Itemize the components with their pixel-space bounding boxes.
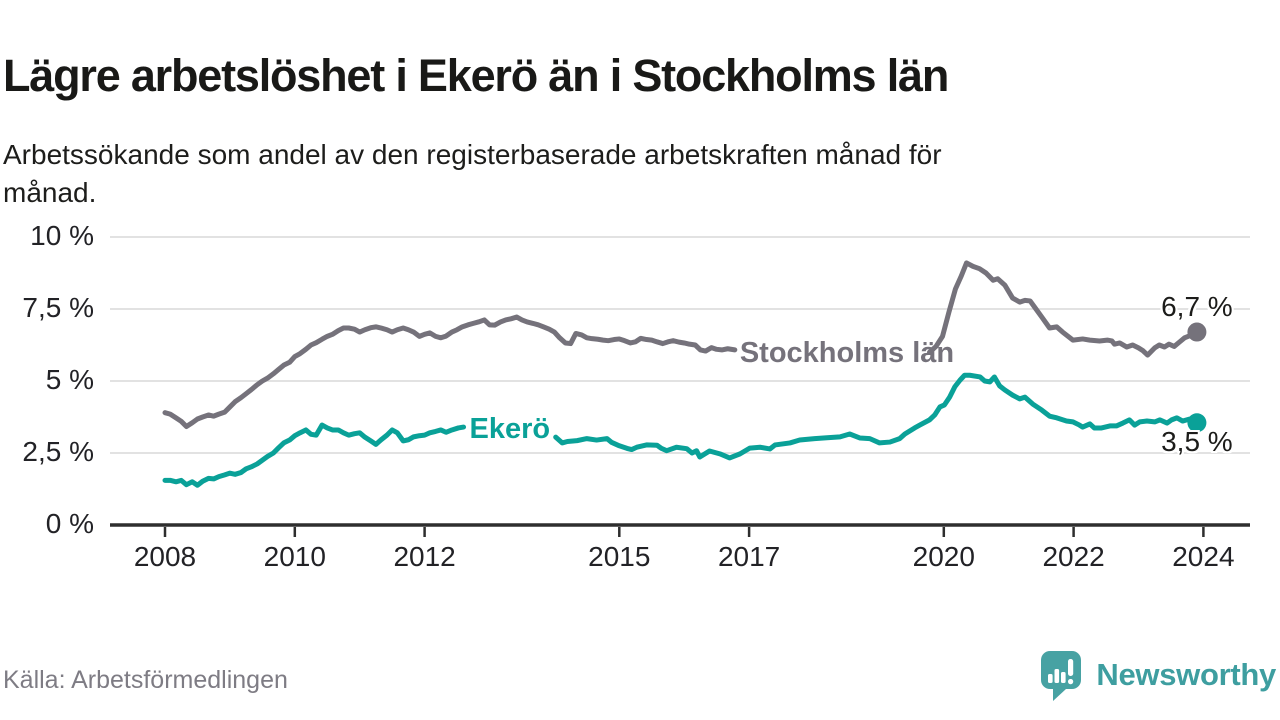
speech-bubble-bar-chart-icon bbox=[1041, 651, 1082, 701]
series-line bbox=[162, 422, 467, 488]
series-line bbox=[553, 372, 1200, 461]
newsworthy-logo: Newsworthy bbox=[1039, 648, 1276, 702]
newsworthy-wordmark: Newsworthy bbox=[1096, 657, 1276, 692]
series-line bbox=[162, 314, 738, 430]
subtitle-line-1: Arbetssökande som andel av den registerb… bbox=[3, 139, 942, 170]
chart-subtitle: Arbetssökande som andel av den registerb… bbox=[3, 136, 1223, 212]
series-end-dot bbox=[1187, 322, 1207, 342]
subtitle-line-2: månad. bbox=[3, 177, 97, 208]
series-line bbox=[927, 260, 1200, 358]
source-note: Källa: Arbetsförmedlingen bbox=[3, 666, 288, 694]
series-end-dot bbox=[1187, 413, 1207, 433]
page-title: Lägre arbetslöshet i Ekerö än i Stockhol… bbox=[3, 50, 949, 102]
